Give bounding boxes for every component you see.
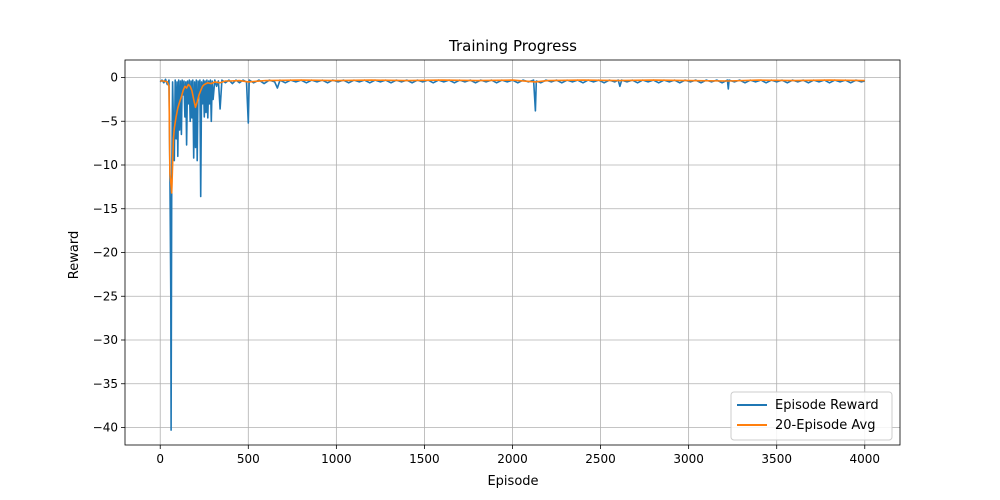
legend-label-episode-reward: Episode Reward bbox=[775, 398, 879, 413]
x-tick-label: 0 bbox=[156, 452, 164, 466]
x-tick-label: 1500 bbox=[409, 452, 440, 466]
x-tick-label: 3500 bbox=[761, 452, 792, 466]
x-tick-label: 3000 bbox=[673, 452, 704, 466]
x-tick-label: 500 bbox=[237, 452, 260, 466]
y-axis-label: Reward bbox=[67, 231, 82, 279]
y-tick-label: −35 bbox=[93, 377, 118, 391]
legend-label-avg: 20-Episode Avg bbox=[775, 418, 876, 433]
y-tick-label: −40 bbox=[93, 421, 118, 435]
y-tick-label: −15 bbox=[93, 202, 118, 216]
y-tick-label: −20 bbox=[93, 246, 118, 260]
legend-box bbox=[730, 391, 893, 441]
y-tick-label: −5 bbox=[100, 114, 118, 128]
series-line-20-episode-avg bbox=[160, 79, 865, 194]
x-tick-label: 1000 bbox=[321, 452, 352, 466]
grid bbox=[125, 60, 900, 445]
x-axis-label: Episode bbox=[487, 474, 538, 489]
y-tick-label: 0 bbox=[110, 71, 118, 85]
legend: Episode Reward 20-Episode Avg bbox=[730, 391, 893, 441]
y-tick-label: −25 bbox=[93, 289, 118, 303]
y-tick-label: −30 bbox=[93, 333, 118, 347]
x-tick-label: 2500 bbox=[585, 452, 616, 466]
x-tick-label: 4000 bbox=[849, 452, 880, 466]
chart-title: Training Progress bbox=[448, 37, 577, 55]
y-axis-ticks: 0 −5 −10 −15 −20 −25 −30 −35 −40 bbox=[93, 71, 125, 435]
x-axis-ticks: 0 500 1000 1500 2000 2500 3000 3500 4000 bbox=[156, 445, 880, 466]
y-tick-label: −10 bbox=[93, 158, 118, 172]
series-group bbox=[159, 78, 865, 431]
x-tick-label: 2000 bbox=[497, 452, 528, 466]
